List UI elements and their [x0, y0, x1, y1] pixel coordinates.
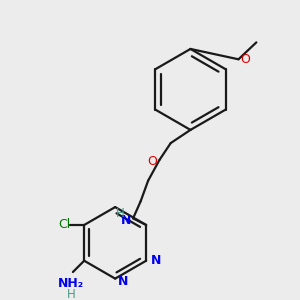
- Text: N: N: [151, 254, 161, 267]
- Text: H: H: [67, 288, 75, 300]
- Text: N: N: [121, 214, 131, 227]
- Text: O: O: [148, 155, 158, 168]
- Text: H: H: [116, 207, 124, 220]
- Text: Cl: Cl: [58, 218, 70, 232]
- Text: O: O: [240, 53, 250, 66]
- Text: NH₂: NH₂: [58, 277, 84, 290]
- Text: N: N: [118, 275, 128, 288]
